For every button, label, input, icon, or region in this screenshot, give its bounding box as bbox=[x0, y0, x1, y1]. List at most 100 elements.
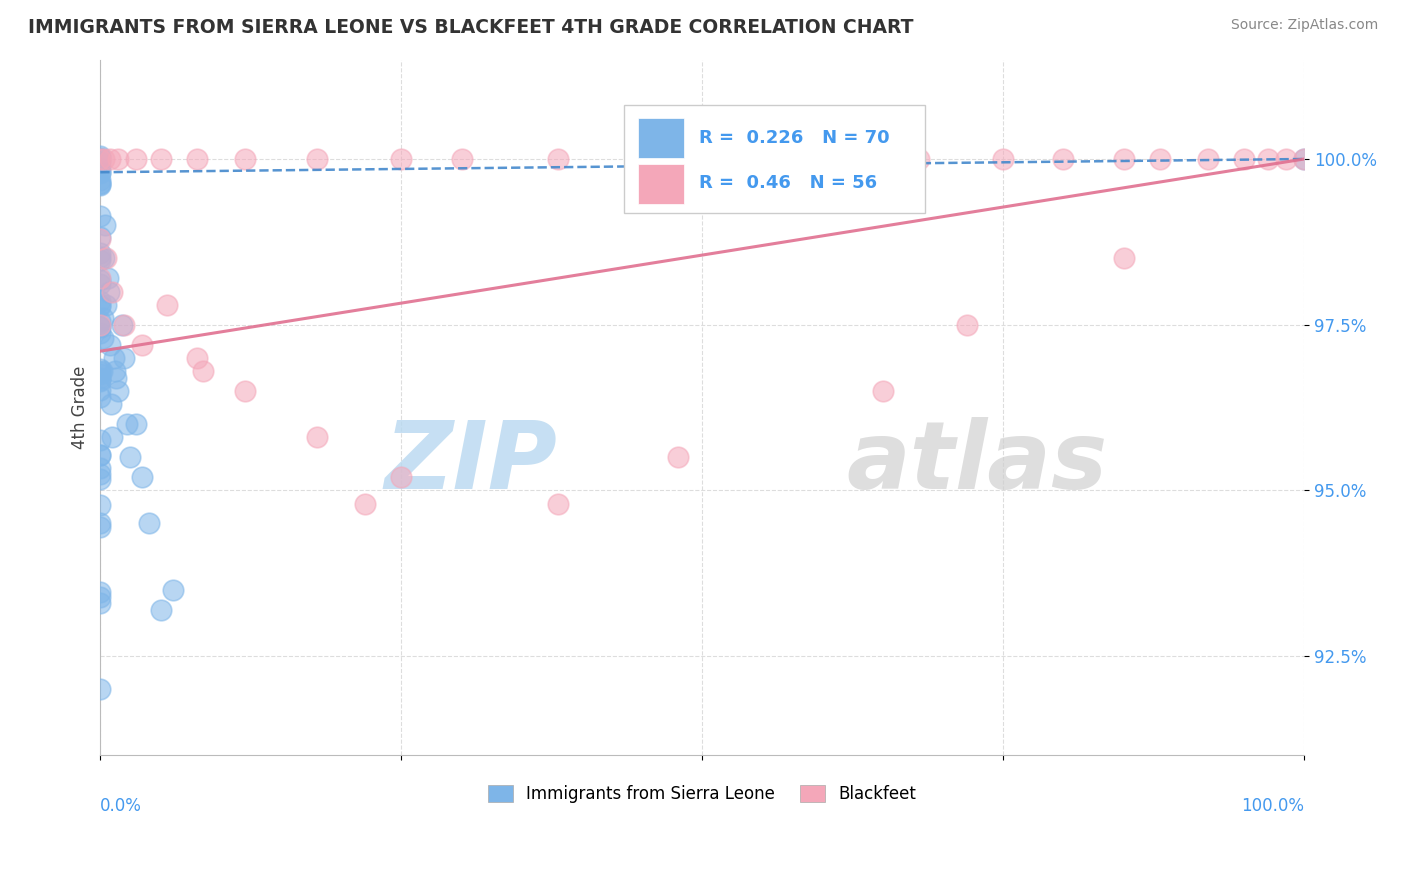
Point bbox=[1257, 152, 1279, 166]
Legend: Immigrants from Sierra Leone, Blackfeet: Immigrants from Sierra Leone, Blackfeet bbox=[481, 778, 924, 810]
Point bbox=[104, 364, 127, 378]
Point bbox=[89, 433, 111, 447]
Point bbox=[138, 516, 160, 531]
Point bbox=[131, 470, 153, 484]
Point bbox=[305, 430, 328, 444]
Point bbox=[89, 373, 111, 387]
Point bbox=[89, 362, 111, 376]
Point bbox=[89, 390, 111, 404]
Point bbox=[89, 448, 111, 462]
Point bbox=[89, 294, 111, 309]
Point bbox=[89, 318, 111, 332]
Point bbox=[89, 591, 111, 605]
Point bbox=[131, 337, 153, 351]
Point bbox=[101, 430, 124, 444]
Point bbox=[96, 252, 118, 266]
Point bbox=[1149, 152, 1171, 166]
Point bbox=[101, 285, 124, 299]
Point bbox=[97, 285, 120, 299]
Point bbox=[93, 331, 115, 345]
Text: 100.0%: 100.0% bbox=[1241, 797, 1305, 815]
Point bbox=[1294, 152, 1316, 166]
Point bbox=[716, 152, 738, 166]
Point bbox=[89, 320, 111, 334]
Point bbox=[100, 397, 122, 411]
Text: R =  0.46   N = 56: R = 0.46 N = 56 bbox=[699, 175, 877, 193]
Point bbox=[89, 176, 111, 190]
Point bbox=[91, 364, 114, 378]
Point bbox=[89, 178, 111, 192]
Point bbox=[191, 364, 214, 378]
Point bbox=[233, 152, 256, 166]
Point bbox=[89, 148, 111, 162]
Point bbox=[89, 151, 111, 165]
Point bbox=[89, 152, 111, 166]
Point bbox=[149, 602, 172, 616]
Point bbox=[89, 314, 111, 328]
Point bbox=[186, 152, 208, 166]
Point bbox=[1233, 152, 1256, 166]
Point bbox=[89, 367, 111, 381]
Y-axis label: 4th Grade: 4th Grade bbox=[72, 366, 89, 450]
Point bbox=[107, 384, 129, 398]
Point bbox=[93, 252, 115, 266]
Point bbox=[89, 245, 111, 260]
Point bbox=[112, 318, 135, 332]
Point bbox=[89, 299, 111, 313]
Point bbox=[89, 516, 111, 531]
Point bbox=[666, 450, 689, 465]
Point bbox=[89, 681, 111, 696]
Point bbox=[89, 472, 111, 486]
Point bbox=[111, 318, 134, 332]
Point bbox=[547, 497, 569, 511]
Text: Source: ZipAtlas.com: Source: ZipAtlas.com bbox=[1230, 18, 1378, 32]
Point bbox=[105, 370, 128, 384]
Point bbox=[112, 351, 135, 365]
Point bbox=[89, 230, 111, 244]
Point bbox=[1112, 152, 1135, 166]
Point bbox=[89, 209, 111, 223]
FancyBboxPatch shape bbox=[638, 164, 685, 204]
Text: R =  0.226   N = 70: R = 0.226 N = 70 bbox=[699, 128, 890, 146]
Point bbox=[1197, 152, 1219, 166]
Point bbox=[1052, 152, 1074, 166]
Point bbox=[89, 273, 111, 287]
Point bbox=[89, 326, 111, 340]
Point bbox=[93, 152, 115, 166]
Point bbox=[89, 365, 111, 379]
Point bbox=[89, 297, 111, 311]
Point bbox=[389, 152, 412, 166]
Point bbox=[89, 585, 111, 599]
Point bbox=[186, 351, 208, 365]
Point bbox=[155, 298, 177, 312]
Point bbox=[125, 417, 148, 431]
Point bbox=[115, 417, 138, 431]
FancyBboxPatch shape bbox=[638, 118, 685, 159]
Point bbox=[89, 383, 111, 397]
Point bbox=[450, 152, 472, 166]
Point bbox=[120, 450, 142, 465]
Point bbox=[305, 152, 328, 166]
Point bbox=[89, 448, 111, 462]
Point bbox=[956, 318, 979, 332]
Point bbox=[354, 497, 377, 511]
Point bbox=[89, 231, 111, 245]
Point bbox=[89, 250, 111, 264]
Point bbox=[631, 152, 654, 166]
Point bbox=[98, 152, 121, 166]
Point bbox=[89, 154, 111, 169]
Point bbox=[89, 371, 111, 385]
Point bbox=[389, 470, 412, 484]
Point bbox=[233, 384, 256, 398]
Point bbox=[89, 271, 111, 285]
Point bbox=[872, 384, 894, 398]
Point bbox=[89, 177, 111, 191]
Point bbox=[149, 152, 172, 166]
Point bbox=[89, 252, 111, 267]
Point bbox=[547, 152, 569, 166]
Point bbox=[125, 152, 148, 166]
Point bbox=[89, 596, 111, 610]
Text: IMMIGRANTS FROM SIERRA LEONE VS BLACKFEET 4TH GRADE CORRELATION CHART: IMMIGRANTS FROM SIERRA LEONE VS BLACKFEE… bbox=[28, 18, 914, 37]
Point bbox=[89, 161, 111, 175]
Point bbox=[89, 498, 111, 512]
